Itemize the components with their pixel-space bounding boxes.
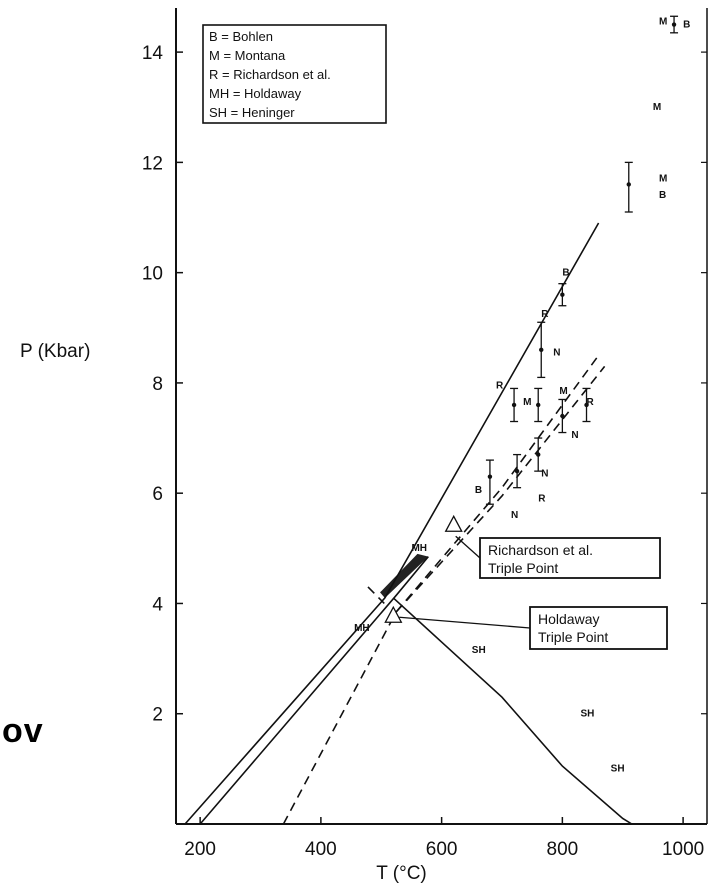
data-point xyxy=(584,402,589,408)
triple-point-box xyxy=(529,606,668,650)
annotation-label: SH xyxy=(580,708,594,719)
annotation-label: B xyxy=(475,485,482,496)
phase-boundary-curve xyxy=(392,597,633,825)
annotation-label: M xyxy=(659,174,667,185)
annotation-label: M xyxy=(653,102,661,113)
data-point xyxy=(536,452,541,457)
shaded-region xyxy=(380,553,429,598)
legend-box xyxy=(202,24,387,124)
triple-point-label: Triple Point xyxy=(488,560,558,576)
phase-boundary-curve xyxy=(199,556,429,825)
data-point xyxy=(671,22,677,27)
annotation-label: M xyxy=(523,397,531,408)
x-tick-label: 400 xyxy=(305,839,337,860)
triple-point-label: Richardson et al. xyxy=(488,542,593,558)
phase-boundary-curve xyxy=(282,354,600,825)
annotation-label: N xyxy=(541,469,548,480)
legend-entry: B = Bohlen xyxy=(209,29,273,44)
annotation-label: B xyxy=(562,267,569,278)
triple-point-marker xyxy=(384,605,403,623)
x-tick-label: 1000 xyxy=(662,839,704,860)
annotation-label: MH xyxy=(354,623,370,634)
data-point xyxy=(626,182,631,187)
triple-point-box xyxy=(479,537,661,579)
phase-boundary-curve xyxy=(367,586,385,605)
annotation-label: R xyxy=(538,493,546,504)
annotation-label: SH xyxy=(611,764,625,775)
annotation-label: N xyxy=(571,430,578,441)
annotation-label: R xyxy=(496,380,504,391)
annotation-label: B xyxy=(659,190,666,201)
annotation-label: R xyxy=(541,309,549,320)
y-tick-label: 6 xyxy=(152,484,163,505)
y-tick-label: 12 xyxy=(142,153,163,174)
legend-entry: MH = Holdaway xyxy=(209,86,302,101)
y-axis-title: P (Kbar) xyxy=(20,341,90,362)
y-tick-label: 14 xyxy=(142,43,164,64)
legend-entry: SH = Heninger xyxy=(209,105,295,120)
phase-boundary-curve xyxy=(395,365,606,613)
annotation-label: M xyxy=(559,386,567,397)
legend-entry: R = Richardson et al. xyxy=(209,67,331,82)
y-tick-label: 10 xyxy=(142,264,163,285)
triple-point-label: Holdaway xyxy=(538,611,599,627)
x-tick-label: 800 xyxy=(547,839,579,860)
triple-point-label: Triple Point xyxy=(538,629,608,645)
triple-point-marker xyxy=(444,514,463,532)
annotation-label: M xyxy=(659,17,667,28)
annotation-label: N xyxy=(511,510,518,521)
y-tick-label: 2 xyxy=(152,705,163,726)
cropped-side-text: ov xyxy=(2,712,44,750)
data-point xyxy=(539,347,544,353)
annotation-label: B xyxy=(683,19,690,30)
x-tick-label: 600 xyxy=(426,839,458,860)
x-axis-title: T (°C) xyxy=(376,863,427,884)
data-point xyxy=(514,468,520,474)
y-tick-label: 8 xyxy=(152,374,163,395)
legend-entry: M = Montana xyxy=(209,48,286,63)
triple-point-pointer xyxy=(455,535,481,559)
annotation-label: N xyxy=(553,347,560,358)
data-point xyxy=(536,402,541,408)
data-point xyxy=(511,402,517,408)
triple-point-pointer xyxy=(399,616,531,629)
annotation-label: MH xyxy=(411,543,427,554)
data-point xyxy=(487,474,493,479)
annotation-label: SH xyxy=(472,645,486,656)
data-point xyxy=(560,413,565,419)
x-tick-label: 200 xyxy=(184,839,216,860)
phase-boundary-curve xyxy=(184,222,600,825)
y-tick-label: 4 xyxy=(152,594,163,615)
annotation-label: R xyxy=(587,397,595,408)
data-point xyxy=(560,292,565,297)
